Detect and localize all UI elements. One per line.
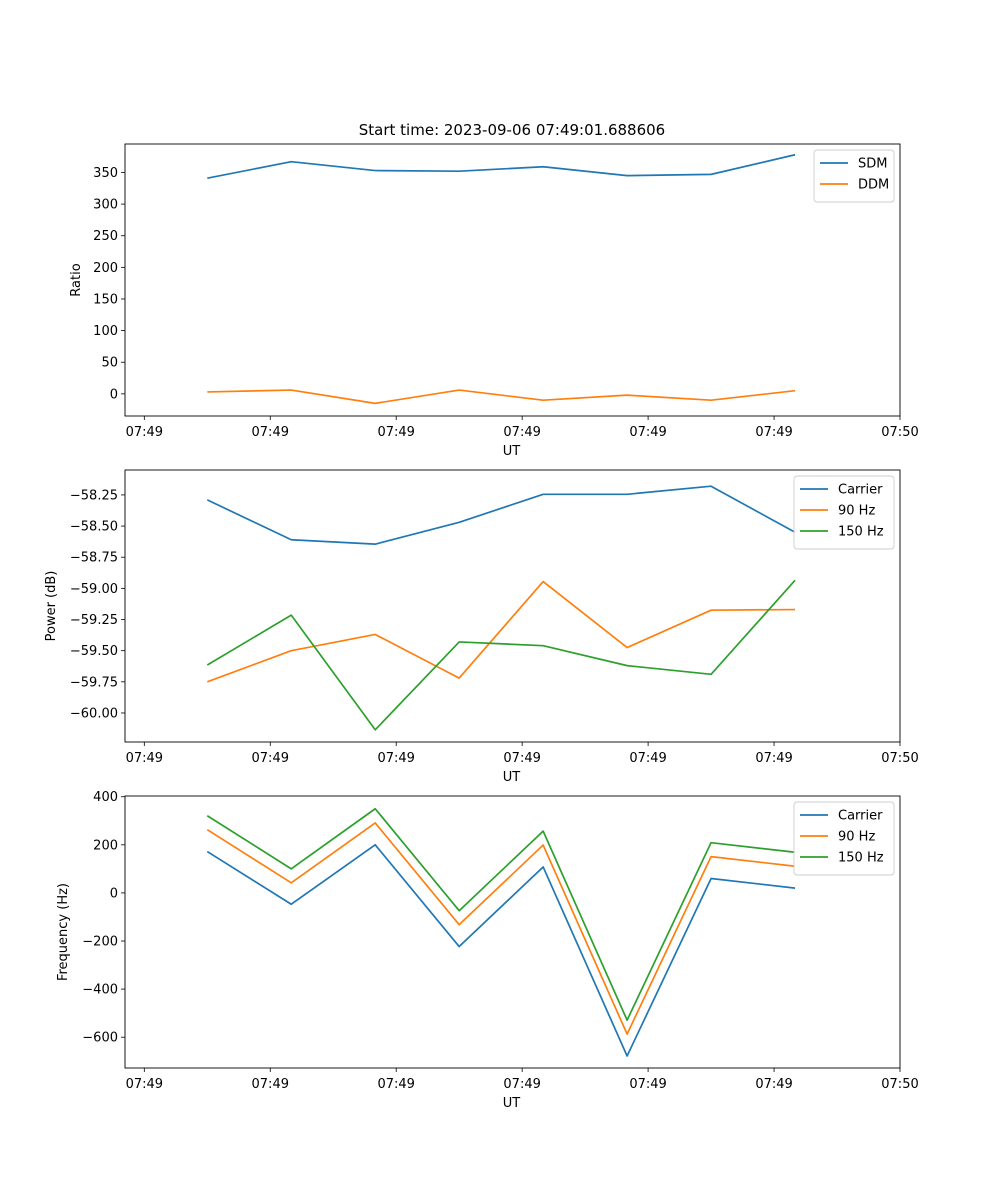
- legend: Carrier 90 Hz 150 Hz: [793, 801, 895, 876]
- x-tick-label: 07:49: [252, 751, 289, 766]
- series-line-90-hz: [206, 580, 796, 683]
- y-tick-label: −600: [82, 1031, 118, 1046]
- x-tick-label: 07:49: [503, 1077, 540, 1092]
- x-tick-label: 07:49: [755, 425, 792, 440]
- legend-entry: SDM: [858, 157, 887, 172]
- x-tick-label: 07:49: [126, 1077, 163, 1092]
- y-tick-label: 0: [110, 886, 118, 901]
- series-line-carrier: [206, 485, 796, 545]
- x-tick-label: 07:49: [252, 425, 289, 440]
- legend-entry: 150 Hz: [838, 851, 884, 866]
- series-line-ddm: [207, 389, 796, 405]
- x-tick-label: 07:49: [377, 751, 414, 766]
- y-axis-label: Ratio: [69, 263, 84, 296]
- axes-frame: [124, 795, 901, 1069]
- y-tick-label: −58.25: [70, 488, 118, 503]
- x-tick-label: 07:49: [629, 1077, 666, 1092]
- y-tick-label: 200: [93, 261, 118, 276]
- x-tick-label: 07:49: [755, 751, 792, 766]
- x-tick-label: 07:49: [126, 425, 163, 440]
- x-axis-label: UT: [503, 444, 521, 459]
- y-tick-label: −59.25: [70, 613, 118, 628]
- legend-entry: Carrier: [838, 483, 883, 498]
- legend-entry: 150 Hz: [838, 525, 884, 540]
- y-tick-label: 150: [93, 292, 118, 307]
- y-tick-label: 400: [93, 790, 118, 805]
- series-line-carrier: [206, 843, 796, 1057]
- y-axis-label: Frequency (Hz): [56, 883, 71, 981]
- x-tick-label: 07:50: [881, 1077, 918, 1092]
- legend: SDM DDM: [813, 149, 895, 203]
- figure-title: Start time: 2023-09-06 07:49:01.688606: [359, 121, 665, 139]
- y-tick-label: 250: [93, 229, 118, 244]
- legend-entry: DDM: [858, 178, 889, 193]
- y-tick-label: −60.00: [70, 706, 118, 721]
- y-tick-label: −200: [82, 935, 118, 950]
- y-axis-label: Power (dB): [44, 571, 59, 642]
- y-tick-label: 350: [93, 166, 118, 181]
- y-tick-label: −59.75: [70, 675, 118, 690]
- axes-frame: [124, 469, 901, 743]
- x-tick-label: 07:50: [881, 425, 918, 440]
- x-tick-label: 07:49: [377, 1077, 414, 1092]
- subplot-1: 07:49 07:49 07:49 07:49 07:49 07:49 07:50 0 50 10…: [69, 143, 919, 459]
- y-tick-label: −58.50: [70, 520, 118, 535]
- x-axis-label: UT: [503, 1096, 521, 1111]
- axes-frame: [124, 143, 901, 417]
- legend-entry: 90 Hz: [838, 830, 875, 845]
- y-tick-label: 300: [93, 198, 118, 213]
- legend: Carrier 90 Hz 150 Hz: [793, 475, 895, 550]
- x-tick-label: 07:49: [755, 1077, 792, 1092]
- legend-entry: Carrier: [838, 809, 883, 824]
- series-line-90-hz: [206, 822, 796, 1035]
- subplot-2: 07:49 07:49 07:49 07:49 07:49 07:49 07:50 −60.0…: [44, 469, 919, 785]
- x-tick-label: 07:49: [629, 425, 666, 440]
- y-tick-label: 50: [101, 356, 118, 371]
- x-tick-label: 07:49: [377, 425, 414, 440]
- y-tick-label: −59.50: [70, 644, 118, 659]
- y-tick-label: 200: [93, 838, 118, 853]
- y-tick-label: −58.75: [70, 551, 118, 566]
- plots: 07:49 07:49 07:49 07:49 07:49 07:49 07:50 0 50 10…: [44, 143, 919, 1111]
- x-tick-label: 07:49: [503, 425, 540, 440]
- x-tick-label: 07:49: [252, 1077, 289, 1092]
- legend-entry: 90 Hz: [838, 504, 875, 519]
- subplot-3: 07:49 07:49 07:49 07:49 07:49 07:49 07:50 −600 −…: [56, 790, 919, 1111]
- y-tick-label: 100: [93, 324, 118, 339]
- series-line-150-hz: [206, 579, 796, 731]
- series-line-150-hz: [206, 807, 796, 1021]
- x-tick-label: 07:49: [126, 751, 163, 766]
- x-tick-label: 07:49: [503, 751, 540, 766]
- x-tick-label: 07:50: [881, 751, 918, 766]
- y-tick-label: −59.00: [70, 582, 118, 597]
- series-line-sdm: [207, 153, 796, 179]
- y-tick-label: 0: [110, 387, 118, 402]
- y-tick-label: −400: [82, 983, 118, 998]
- x-axis-label: UT: [503, 770, 521, 785]
- x-tick-label: 07:49: [629, 751, 666, 766]
